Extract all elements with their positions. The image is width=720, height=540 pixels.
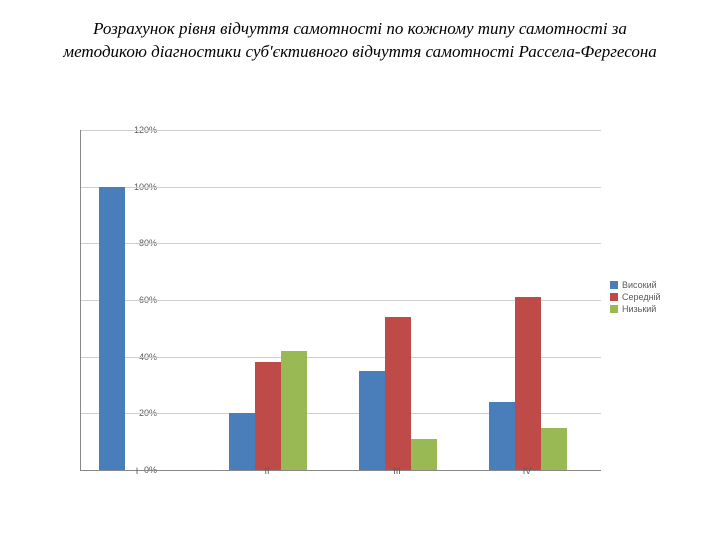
page: Розрахунок рівня відчуття самотності по … — [0, 0, 720, 540]
bar — [515, 297, 541, 470]
legend-swatch — [610, 305, 618, 313]
chart-title: Розрахунок рівня відчуття самотності по … — [60, 18, 660, 64]
x-tick-label: IV — [467, 466, 587, 476]
plot-area — [80, 130, 601, 471]
bar — [359, 371, 385, 470]
legend-swatch — [610, 281, 618, 289]
chart-container: 0%20%40%60%80%100%120% IIIIIIIV ВисокийС… — [35, 120, 685, 520]
gridline — [81, 243, 601, 244]
legend-item: Середній — [610, 292, 661, 302]
x-tick-label: II — [207, 466, 327, 476]
bar — [229, 413, 255, 470]
gridline — [81, 187, 601, 188]
legend-label: Високий — [622, 280, 657, 290]
legend-label: Низький — [622, 304, 656, 314]
bar — [255, 362, 281, 470]
bar — [541, 428, 567, 471]
bar — [489, 402, 515, 470]
bar — [385, 317, 411, 470]
gridline — [81, 130, 601, 131]
bar — [99, 187, 125, 470]
legend-swatch — [610, 293, 618, 301]
legend-item: Високий — [610, 280, 661, 290]
legend-item: Низький — [610, 304, 661, 314]
legend-label: Середній — [622, 292, 661, 302]
bar — [281, 351, 307, 470]
x-tick-label: I — [77, 466, 197, 476]
x-tick-label: III — [337, 466, 457, 476]
legend: Високий Середній Низький — [610, 280, 661, 316]
